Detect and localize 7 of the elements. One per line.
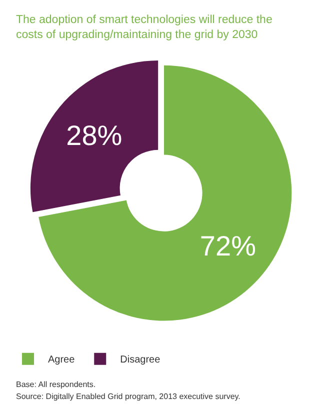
legend-label: Disagree	[120, 354, 161, 366]
data-label: 28%	[66, 120, 122, 151]
chart-title: The adoption of smart technologies will reduce the costs of upgrading/maintaining the grid by 2030	[16, 14, 272, 41]
source-note: Source: Digitally Enabled Grid program, 2013 executive survey.	[16, 392, 240, 401]
legend-label: Agree	[48, 354, 76, 366]
data-label: 72%	[200, 230, 256, 262]
text: Base: All respondents.	[16, 380, 96, 389]
